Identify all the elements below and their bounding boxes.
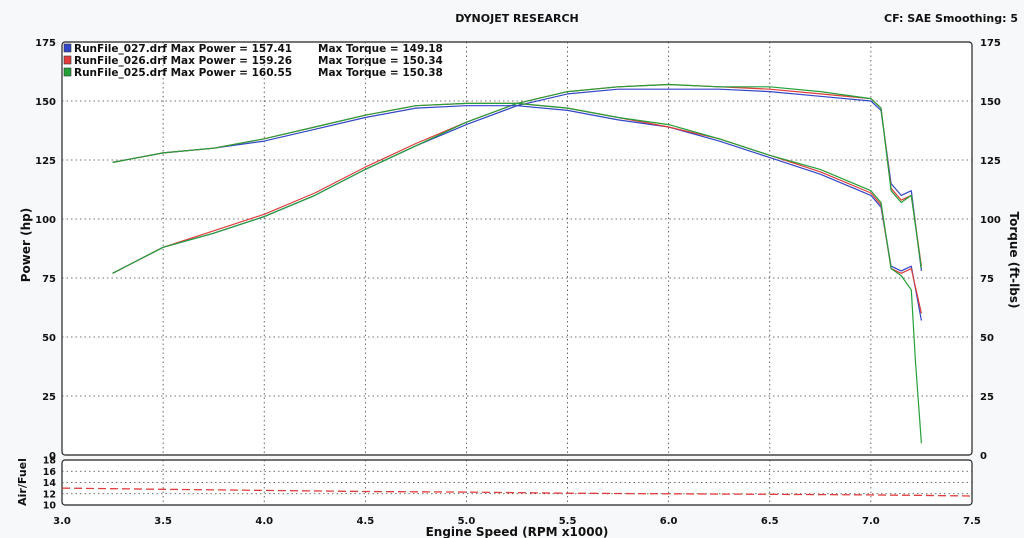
airfuel-grid bbox=[62, 460, 972, 505]
x-tick-label: 6.5 bbox=[761, 516, 779, 527]
y-tick-label-right: 175 bbox=[980, 38, 1001, 49]
x-tick-label: 5.5 bbox=[559, 516, 577, 527]
legend-entry: RunFile_025.drf Max Power = 160.55 bbox=[74, 67, 292, 79]
y-tick-label-left: 0 bbox=[49, 451, 56, 462]
y-tick-label-left: 125 bbox=[35, 156, 56, 167]
y-axis-label-torque: Torque (ft-lbs) bbox=[1007, 212, 1021, 309]
x-tick-label: 7.5 bbox=[963, 516, 981, 527]
y-tick-label-right: 0 bbox=[980, 451, 987, 462]
y-tick-label-right: 75 bbox=[980, 274, 994, 285]
y-tick-label-left: 150 bbox=[35, 97, 56, 108]
y-axis-label-airfuel: Air/Fuel bbox=[16, 458, 29, 506]
y-axis-label-power: Power (hp) bbox=[19, 208, 33, 282]
x-tick-label: 4.0 bbox=[255, 516, 273, 527]
x-tick-label: 6.0 bbox=[660, 516, 678, 527]
y-tick-label-right: 25 bbox=[980, 392, 994, 403]
y-tick-label-right: 100 bbox=[980, 215, 1001, 226]
y-tick-label-left: 75 bbox=[42, 274, 56, 285]
legend: RunFile_027.drf Max Power = 157.41 Max To… bbox=[63, 43, 443, 79]
y-tick-label-left: 175 bbox=[35, 38, 56, 49]
legend-torque: Max Torque = 150.34 bbox=[318, 55, 443, 67]
x-tick-label: 5.0 bbox=[458, 516, 476, 527]
y-tick-label-right: 50 bbox=[980, 333, 994, 344]
legend-torque: Max Torque = 149.18 bbox=[318, 43, 443, 55]
x-tick-label: 3.0 bbox=[53, 516, 71, 527]
series-line-power bbox=[112, 83, 922, 274]
af-tick-label: 14 bbox=[43, 478, 57, 489]
x-tick-label: 3.5 bbox=[154, 516, 172, 527]
chart-title: DYNOJET RESEARCH bbox=[455, 12, 578, 25]
airfuel-series-group bbox=[61, 487, 973, 497]
legend-entry: RunFile_027.drf Max Power = 157.41 bbox=[74, 43, 292, 55]
legend-swatch bbox=[63, 55, 72, 65]
y-tick-label-left: 50 bbox=[42, 333, 56, 344]
legend-torque: Max Torque = 150.38 bbox=[318, 67, 443, 79]
y-tick-label-left: 100 bbox=[35, 215, 56, 226]
axis-ticks: 3.0 3.5 4.0 4.5 5.0 5.5 6.0 6.5 7.0 7.50255075100… bbox=[35, 38, 1001, 527]
af-tick-label: 18 bbox=[43, 456, 57, 467]
main-grid bbox=[62, 42, 972, 455]
af-tick-label: 10 bbox=[43, 501, 57, 512]
airfuel-series-line bbox=[61, 487, 973, 497]
legend-swatch bbox=[63, 43, 72, 53]
x-tick-label: 4.5 bbox=[356, 516, 374, 527]
af-tick-label: 12 bbox=[43, 489, 56, 500]
chart-settings: CF: SAE Smoothing: 5 bbox=[884, 12, 1018, 25]
x-axis-label: Engine Speed (RPM x1000) bbox=[426, 525, 609, 538]
series-line-torque bbox=[112, 102, 922, 444]
af-tick-label: 16 bbox=[43, 467, 57, 478]
y-tick-label-right: 125 bbox=[980, 156, 1001, 167]
legend-swatch bbox=[63, 67, 72, 77]
x-tick-label: 7.0 bbox=[862, 516, 880, 527]
y-tick-label-right: 150 bbox=[980, 97, 1001, 108]
main-series-group bbox=[112, 83, 922, 444]
y-tick-label-left: 25 bbox=[42, 392, 56, 403]
legend-entry: RunFile_026.drf Max Power = 159.26 bbox=[74, 55, 292, 67]
main-plot-frame bbox=[61, 41, 973, 456]
